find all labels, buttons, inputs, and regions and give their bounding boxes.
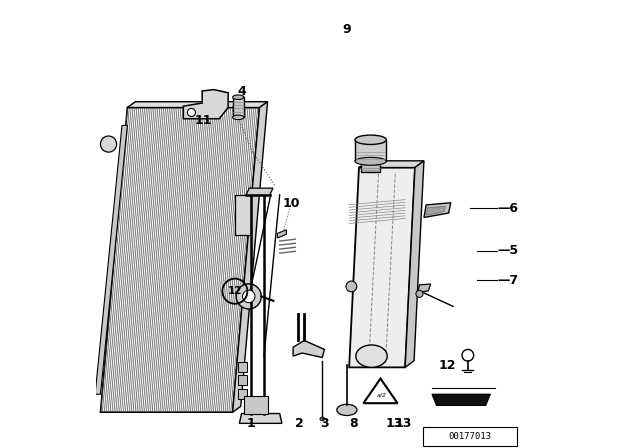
Text: a/2: a/2 <box>376 392 387 398</box>
Polygon shape <box>359 161 424 168</box>
Text: 1: 1 <box>246 417 255 430</box>
Polygon shape <box>278 230 287 238</box>
Text: 3: 3 <box>320 417 329 430</box>
Bar <box>361 161 380 172</box>
Ellipse shape <box>355 157 387 165</box>
Text: 8: 8 <box>349 417 358 430</box>
Circle shape <box>188 108 195 116</box>
Polygon shape <box>100 108 260 412</box>
Text: 2: 2 <box>296 417 304 430</box>
Text: —5: —5 <box>497 244 518 258</box>
Polygon shape <box>95 125 127 394</box>
Circle shape <box>100 136 116 152</box>
Bar <box>244 396 269 414</box>
Polygon shape <box>405 161 424 367</box>
Polygon shape <box>184 90 228 119</box>
Polygon shape <box>417 284 431 293</box>
Bar <box>355 140 387 161</box>
Text: 9: 9 <box>342 22 351 36</box>
Text: 00177013: 00177013 <box>449 432 492 441</box>
Text: 10: 10 <box>282 197 300 211</box>
Circle shape <box>236 284 261 309</box>
Text: 13: 13 <box>385 417 403 430</box>
Circle shape <box>243 290 255 303</box>
Bar <box>239 375 246 385</box>
Text: 13: 13 <box>394 417 412 430</box>
Polygon shape <box>364 379 397 403</box>
Ellipse shape <box>355 135 387 144</box>
Polygon shape <box>233 102 268 412</box>
Circle shape <box>462 349 474 361</box>
Polygon shape <box>293 340 324 358</box>
Text: 12: 12 <box>228 286 242 296</box>
Ellipse shape <box>320 417 324 421</box>
Bar <box>239 389 246 399</box>
Polygon shape <box>432 394 490 405</box>
Ellipse shape <box>337 404 357 416</box>
Polygon shape <box>424 202 451 218</box>
Circle shape <box>346 281 356 292</box>
Bar <box>239 362 246 372</box>
Polygon shape <box>239 414 282 423</box>
Text: 12: 12 <box>439 358 456 372</box>
Polygon shape <box>235 195 251 235</box>
Text: —7: —7 <box>497 273 518 287</box>
Ellipse shape <box>233 95 244 99</box>
Polygon shape <box>246 188 273 195</box>
Bar <box>423 427 517 446</box>
Polygon shape <box>127 102 268 108</box>
Polygon shape <box>349 168 415 367</box>
Bar <box>233 97 244 117</box>
Text: 4: 4 <box>237 85 246 99</box>
Text: —6: —6 <box>497 202 518 215</box>
Polygon shape <box>426 206 445 215</box>
Ellipse shape <box>233 115 244 120</box>
Text: 11: 11 <box>195 114 212 128</box>
Ellipse shape <box>356 345 387 367</box>
Circle shape <box>416 290 423 297</box>
